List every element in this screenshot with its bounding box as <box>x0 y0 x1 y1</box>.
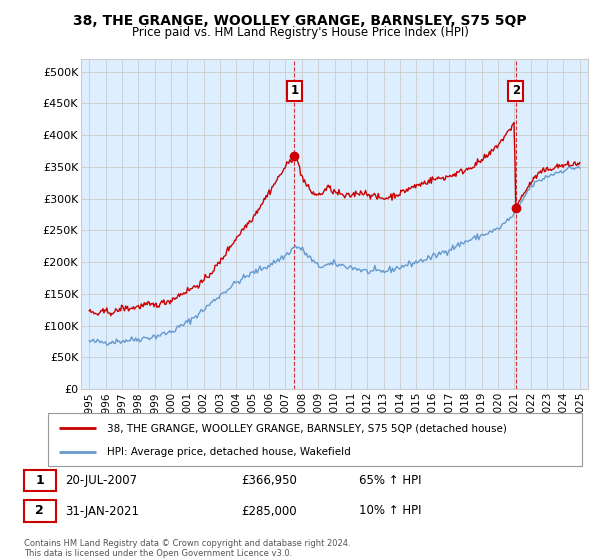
Text: HPI: Average price, detached house, Wakefield: HPI: Average price, detached house, Wake… <box>107 447 350 457</box>
Text: Contains HM Land Registry data © Crown copyright and database right 2024.
This d: Contains HM Land Registry data © Crown c… <box>23 539 350 558</box>
Text: £285,000: £285,000 <box>241 505 297 517</box>
Text: 1: 1 <box>290 84 298 97</box>
Text: 2: 2 <box>35 505 44 517</box>
Text: 20-JUL-2007: 20-JUL-2007 <box>65 474 137 487</box>
Text: 2: 2 <box>512 84 520 97</box>
Text: 38, THE GRANGE, WOOLLEY GRANGE, BARNSLEY, S75 5QP: 38, THE GRANGE, WOOLLEY GRANGE, BARNSLEY… <box>73 14 527 28</box>
FancyBboxPatch shape <box>23 470 56 492</box>
Text: 10% ↑ HPI: 10% ↑ HPI <box>359 505 421 517</box>
Text: 65% ↑ HPI: 65% ↑ HPI <box>359 474 421 487</box>
Text: Price paid vs. HM Land Registry's House Price Index (HPI): Price paid vs. HM Land Registry's House … <box>131 26 469 39</box>
Text: 38, THE GRANGE, WOOLLEY GRANGE, BARNSLEY, S75 5QP (detached house): 38, THE GRANGE, WOOLLEY GRANGE, BARNSLEY… <box>107 423 506 433</box>
Text: £366,950: £366,950 <box>241 474 297 487</box>
FancyBboxPatch shape <box>23 500 56 522</box>
Text: 1: 1 <box>35 474 44 487</box>
Text: 31-JAN-2021: 31-JAN-2021 <box>65 505 139 517</box>
